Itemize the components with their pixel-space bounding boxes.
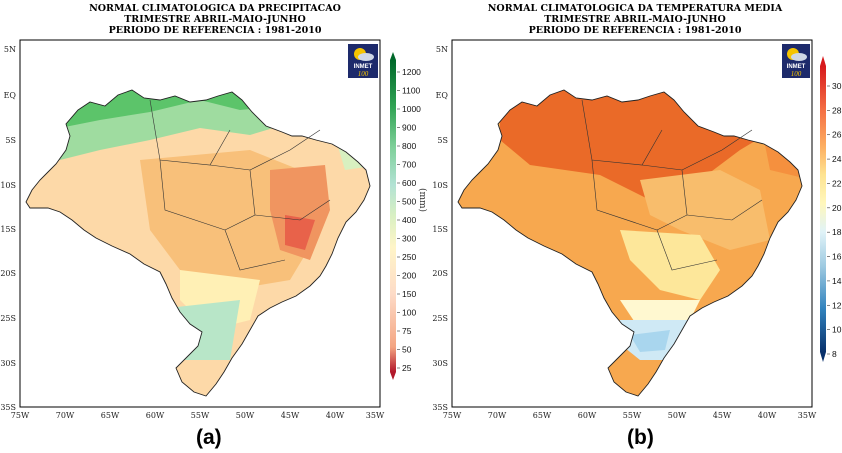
lat-35s: 35S (432, 403, 448, 412)
lat-35s: 35S (0, 403, 16, 412)
precip-colorbar-label-1000: 1000 (402, 104, 421, 114)
temp-colorbar-label-10: 10 (832, 325, 842, 335)
precip-colorbar-label-600: 600 (402, 178, 416, 188)
temp-colorbar-label-16: 16 (832, 252, 842, 262)
lon-45w: 45W (281, 411, 300, 420)
precip-colorbar-label-200: 200 (402, 271, 416, 281)
precip-colorbar-label-1200: 1200 (402, 67, 421, 77)
temp-colorbar-label-22: 22 (832, 178, 842, 188)
temp-colorbar-label-14: 14 (832, 276, 842, 286)
temp-colorbar: 30 28 26 24 22 20 18 16 14 12 10 8 (820, 56, 842, 362)
lon-60w: 60W (578, 411, 597, 420)
lat-eq: EQ (4, 91, 17, 100)
lat-5n: 5N (4, 45, 16, 54)
lat-5n: 5N (436, 45, 448, 54)
precip-colorbar-label-250: 250 (402, 252, 416, 262)
temp-colorbar-label-12: 12 (832, 300, 842, 310)
precip-unit-label: (mm) (417, 188, 428, 212)
temp-title-line2: TRIMESTRE ABRIL-MAIO-JUNHO (544, 14, 726, 25)
lat-20s: 20S (0, 269, 16, 278)
lon-35w: 35W (366, 411, 385, 420)
lat-20s: 20S (432, 269, 448, 278)
cloud-icon (791, 53, 807, 61)
lon-55w: 55W (191, 411, 210, 420)
panel-label-b: (b) (627, 426, 654, 449)
lon-60w: 60W (146, 411, 165, 420)
precip-colorbar-label-100: 100 (402, 308, 416, 318)
temp-state-borders (581, 99, 763, 271)
lon-50w: 50W (236, 411, 255, 420)
temp-title-line3: PERIODO DE REFERENCIA : 1981-2010 (529, 25, 742, 36)
precip-state-borders (149, 99, 331, 271)
lat-10s: 10S (0, 181, 16, 190)
lon-45w: 45W (713, 411, 732, 420)
lon-40w: 40W (326, 411, 345, 420)
temp-colorbar-label-28: 28 (832, 105, 842, 115)
precip-colorbar: (mm) 1200 1100 1000 900 800 700 600 500 400 300 25… (390, 52, 428, 380)
temp-lat-ticks: 5N EQ 5S 10S 15S 20S 25S 30S 35S (432, 45, 448, 412)
lat-15s: 15S (432, 225, 448, 234)
lat-eq: EQ (436, 91, 449, 100)
precip-title-line2: TRIMESTRE ABRIL-MAIO-JUNHO (124, 14, 306, 25)
temp-colorbar-label-26: 26 (832, 130, 842, 140)
precip-lon-ticks: 75W 70W 65W 60W 55W 50W 45W 40W 35W (11, 411, 385, 420)
logo-number: 100 (358, 70, 369, 78)
precip-colorbar-label-1100: 1100 (402, 86, 421, 96)
temp-title-line1: NORMAL CLIMATOLOGICA DA TEMPERATURA MEDI… (488, 3, 783, 14)
lon-55w: 55W (623, 411, 642, 420)
lon-75w: 75W (443, 411, 462, 420)
lon-35w: 35W (798, 411, 817, 420)
temp-colorbar-label-8: 8 (832, 349, 837, 359)
precip-colorbar-label-300: 300 (402, 234, 416, 244)
precip-title-line1: NORMAL CLIMATOLOGICA DA PRECIPITACAO (89, 3, 341, 14)
precip-colorbar-label-400: 400 (402, 215, 416, 225)
temp-colorbar-label-24: 24 (832, 154, 842, 164)
panel-label-a: (a) (196, 426, 222, 449)
precip-colorbar-label-900: 900 (402, 123, 416, 133)
lon-75w: 75W (11, 411, 30, 420)
precip-colorbar-label-150: 150 (402, 289, 416, 299)
precipitation-panel: NORMAL CLIMATOLOGICA DA PRECIPITACAO TRI… (0, 3, 428, 420)
lat-25s: 25S (0, 314, 16, 323)
precip-colorbar-label-50: 50 (402, 345, 412, 355)
inmet-logo: INMET 100 (348, 44, 378, 78)
precip-colorbar-label-500: 500 (402, 197, 416, 207)
lat-30s: 30S (432, 359, 448, 368)
lat-25s: 25S (432, 314, 448, 323)
lon-40w: 40W (758, 411, 777, 420)
lon-50w: 50W (668, 411, 687, 420)
lat-5s: 5S (5, 136, 16, 145)
logo-text: INMET (787, 64, 806, 70)
precip-lat-ticks: 5N EQ 5S 10S 15S 20S 25S 30S 35S (0, 45, 16, 412)
precip-colorbar-label-800: 800 (402, 141, 416, 151)
lon-70w: 70W (488, 411, 507, 420)
temp-colorbar-label-20: 20 (832, 203, 842, 213)
temp-colorbar-label-30: 30 (832, 81, 842, 91)
precip-colorbar-label-700: 700 (402, 160, 416, 170)
lat-30s: 30S (0, 359, 16, 368)
logo-text: INMET (354, 64, 373, 70)
lat-10s: 10S (432, 181, 448, 190)
logo-number: 100 (791, 70, 802, 78)
inmet-logo: INMET 100 (782, 44, 810, 78)
lat-5s: 5S (437, 136, 448, 145)
cloud-icon (358, 53, 374, 61)
lon-65w: 65W (101, 411, 120, 420)
temp-colorbar-label-18: 18 (832, 227, 842, 237)
temperature-panel: NORMAL CLIMATOLOGICA DA TEMPERATURA MEDI… (432, 3, 841, 420)
precip-colorbar-label-25: 25 (402, 363, 412, 373)
lon-65w: 65W (533, 411, 552, 420)
temp-lon-ticks: 75W 70W 65W 60W 55W 50W 45W 40W 35W (443, 411, 817, 420)
lat-15s: 15S (0, 225, 16, 234)
lon-70w: 70W (56, 411, 75, 420)
precip-colorbar-label-75: 75 (402, 326, 412, 336)
precip-title-line3: PERIODO DE REFERENCIA : 1981-2010 (109, 25, 322, 36)
